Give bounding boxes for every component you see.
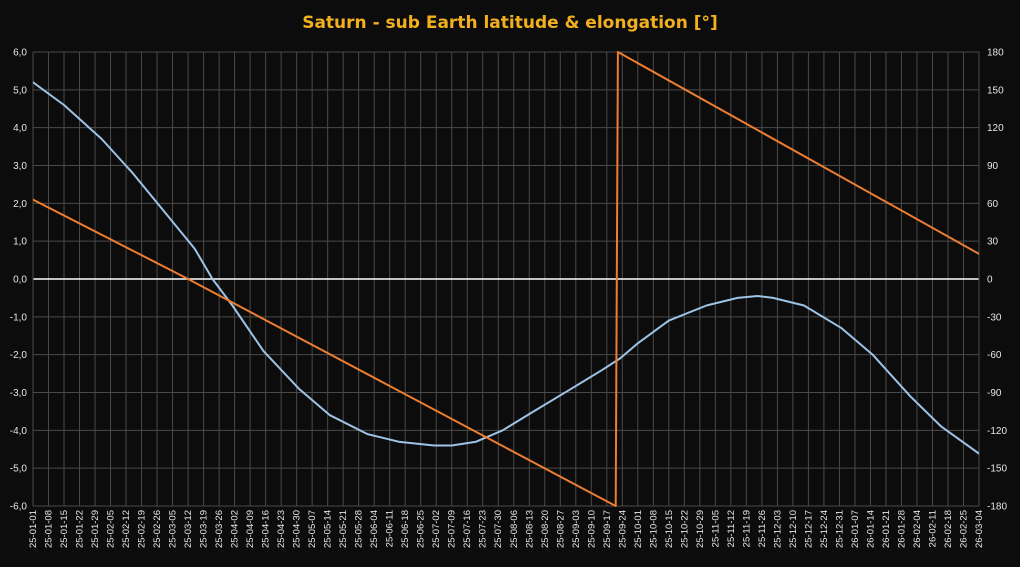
x-tick-label: 25-12-24 xyxy=(819,510,830,548)
y-right-tick-label: 90 xyxy=(987,161,999,172)
x-tick-label: 25-01-22 xyxy=(75,510,86,548)
y-left-tick-label: -1,0 xyxy=(10,312,28,323)
y-right-tick-label: -60 xyxy=(987,350,1002,361)
x-tick-label: 25-05-07 xyxy=(307,510,318,548)
x-tick-label: 26-02-04 xyxy=(912,510,923,548)
x-tick-label: 25-02-26 xyxy=(152,510,163,548)
y-right-tick-label: 180 xyxy=(987,48,1004,59)
x-tick-label: 25-11-05 xyxy=(710,510,721,547)
x-tick-label: 26-01-07 xyxy=(850,510,861,548)
y-right-tick-label: -150 xyxy=(987,464,1007,475)
x-tick-label: 25-02-12 xyxy=(121,510,132,548)
x-tick-label: 25-06-04 xyxy=(369,510,380,548)
x-tick-label: 25-03-05 xyxy=(168,510,179,548)
x-tick-label: 25-10-01 xyxy=(633,510,644,548)
x-tick-label: 25-04-16 xyxy=(261,510,272,548)
x-tick-label: 25-09-03 xyxy=(571,510,582,548)
x-tick-label: 25-10-08 xyxy=(648,510,659,548)
x-tick-label: 25-04-23 xyxy=(276,510,287,548)
x-tick-label: 25-04-30 xyxy=(292,510,303,548)
x-tick-label: 25-08-13 xyxy=(524,510,535,548)
y-right-tick-label: -30 xyxy=(987,312,1002,323)
x-tick-label: 26-03-04 xyxy=(974,510,985,548)
x-tick-label: 25-02-19 xyxy=(137,510,148,548)
y-right-tick-label: 120 xyxy=(987,123,1004,134)
elongation-series-line xyxy=(33,51,979,507)
x-tick-label: 25-10-29 xyxy=(695,510,706,548)
x-tick-label: 25-11-12 xyxy=(726,510,737,547)
y-left-tick-label: 1,0 xyxy=(13,237,27,248)
x-tick-label: 25-01-29 xyxy=(90,510,101,548)
x-tick-label: 26-01-14 xyxy=(865,510,876,548)
x-tick-label: 25-12-10 xyxy=(788,510,799,548)
y-right-tick-label: 30 xyxy=(987,237,999,248)
y-left-tick-label: -6,0 xyxy=(10,502,28,513)
y-left-tick-label: -2,0 xyxy=(10,350,28,361)
x-tick-label: 25-09-10 xyxy=(586,510,597,548)
x-tick-label: 25-02-05 xyxy=(106,510,117,548)
x-tick-label: 25-06-25 xyxy=(416,510,427,548)
x-tick-label: 25-10-22 xyxy=(679,510,690,548)
x-tick-label: 26-02-25 xyxy=(958,510,969,548)
y-left-tick-label: -5,0 xyxy=(10,464,28,475)
series xyxy=(33,51,979,507)
x-tick-label: 25-01-08 xyxy=(44,510,55,548)
x-tick-label: 25-08-20 xyxy=(540,510,551,548)
y-left-tick-label: -4,0 xyxy=(10,426,28,437)
x-tick-label: 25-07-16 xyxy=(462,510,473,548)
y-left-tick-label: -3,0 xyxy=(10,388,28,399)
x-tick-label: 25-12-31 xyxy=(834,510,845,548)
y-left-tick-label: 2,0 xyxy=(13,199,27,210)
x-tick-label: 25-01-01 xyxy=(28,510,39,548)
x-tick-label: 25-05-14 xyxy=(323,510,334,548)
x-tick-label: 25-12-03 xyxy=(772,510,783,548)
x-tick-label: 26-02-11 xyxy=(927,510,938,547)
x-tick-label: 25-03-12 xyxy=(183,510,194,548)
x-tick-label: 25-10-15 xyxy=(664,510,675,548)
y-right-tick-label: -120 xyxy=(987,426,1007,437)
y-left-tick-label: 4,0 xyxy=(13,123,27,134)
y-right-tick-label: -180 xyxy=(987,502,1007,513)
x-tick-label: 26-01-21 xyxy=(881,510,892,548)
y-left-tick-label: 3,0 xyxy=(13,161,27,172)
x-tick-label: 25-09-17 xyxy=(602,510,613,548)
x-tick-label: 25-11-19 xyxy=(741,510,752,547)
chart-title: Saturn - sub Earth latitude & elongation… xyxy=(302,13,718,33)
x-tick-label: 25-07-30 xyxy=(493,510,504,548)
x-tick-label: 25-07-02 xyxy=(431,510,442,548)
y-left-tick-label: 6,0 xyxy=(13,48,27,59)
y-right-tick-label: 60 xyxy=(987,199,999,210)
x-tick-label: 25-01-15 xyxy=(59,510,70,548)
x-tick-label: 25-03-26 xyxy=(214,510,225,548)
x-tick-label: 25-03-19 xyxy=(199,510,210,548)
x-tick-label: 25-04-09 xyxy=(245,510,256,548)
x-tick-label: 26-02-18 xyxy=(943,510,954,548)
x-tick-label: 25-09-24 xyxy=(617,510,628,548)
x-tick-label: 26-01-28 xyxy=(896,510,907,548)
x-tick-label: 25-07-09 xyxy=(447,510,458,548)
y-left-tick-label: 0,0 xyxy=(13,275,27,286)
y-right-tick-label: -90 xyxy=(987,388,1002,399)
x-tick-label: 25-04-02 xyxy=(230,510,241,548)
y-right-tick-label: 0 xyxy=(987,275,993,286)
y-right-tick-label: 150 xyxy=(987,85,1004,96)
x-tick-label: 25-08-06 xyxy=(509,510,520,548)
axes: 25-01-01 25-01-08 25-01-15 25-01-22 25-01-29… xyxy=(10,48,1008,549)
x-tick-label: 25-05-28 xyxy=(354,510,365,548)
x-tick-label: 25-06-11 xyxy=(385,510,396,547)
x-tick-label: 25-05-21 xyxy=(338,510,349,548)
y-left-tick-label: 5,0 xyxy=(13,85,27,96)
x-tick-label: 25-06-18 xyxy=(400,510,411,548)
x-tick-label: 25-11-26 xyxy=(757,510,768,547)
x-tick-label: 25-07-23 xyxy=(478,510,489,548)
latitude-series-line xyxy=(33,81,979,455)
x-tick-label: 25-12-17 xyxy=(803,510,814,548)
grid xyxy=(32,51,980,507)
x-tick-label: 25-08-27 xyxy=(555,510,566,548)
